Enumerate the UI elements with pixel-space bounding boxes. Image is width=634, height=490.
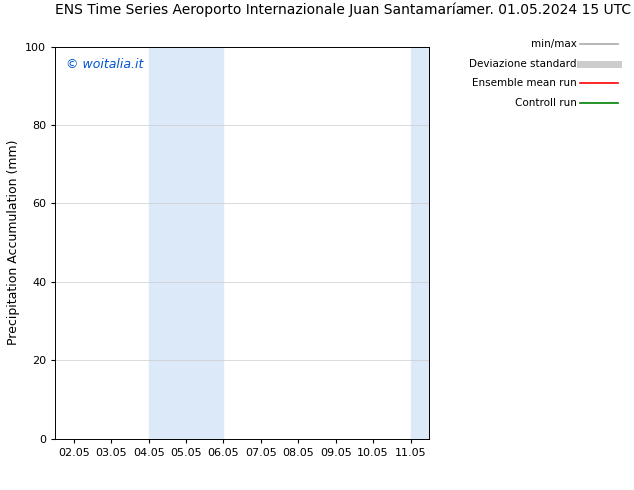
Text: mer. 01.05.2024 15 UTC: mer. 01.05.2024 15 UTC (463, 3, 631, 17)
Text: © woitalia.it: © woitalia.it (67, 58, 144, 72)
Bar (186, 47, 223, 439)
Bar (411, 47, 429, 439)
Text: Deviazione standard: Deviazione standard (469, 59, 577, 69)
Text: Controll run: Controll run (515, 98, 577, 108)
Text: ENS Time Series Aeroporto Internazionale Juan Santamaría: ENS Time Series Aeroporto Internazionale… (55, 2, 465, 17)
Bar (148, 47, 186, 439)
Y-axis label: Precipitation Accumulation (mm): Precipitation Accumulation (mm) (6, 140, 20, 345)
Text: Ensemble mean run: Ensemble mean run (472, 78, 577, 88)
Text: min/max: min/max (531, 39, 577, 49)
